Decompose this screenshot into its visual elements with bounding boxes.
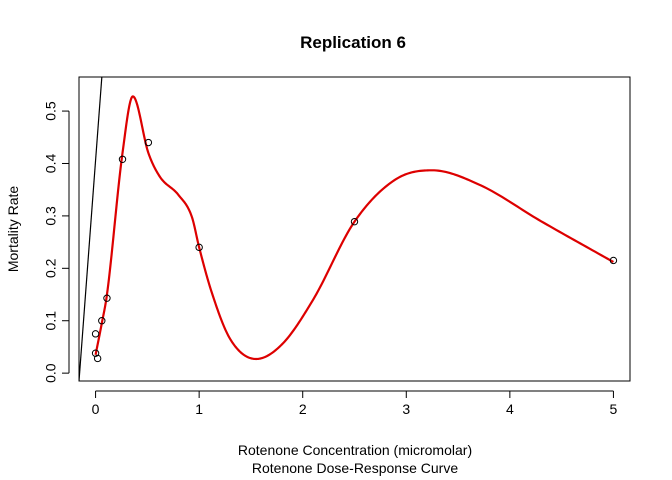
- x-tick-label: 0: [92, 401, 100, 417]
- y-tick-label: 0.5: [43, 101, 59, 121]
- chart-subtitle: Rotenone Dose-Response Curve: [252, 460, 458, 476]
- reference-line: [79, 77, 103, 381]
- data-point: [609, 256, 618, 265]
- plot-frame: [78, 76, 631, 382]
- data-point: [103, 294, 111, 302]
- y-tick-label: 0.0: [43, 363, 59, 383]
- chart-title: Replication 6: [300, 33, 406, 52]
- data-point: [350, 217, 359, 226]
- fitted-curve: [94, 95, 614, 361]
- x-tick-label: 4: [506, 401, 514, 417]
- data-point: [118, 155, 127, 163]
- x-tick-label: 1: [195, 401, 203, 417]
- x-tick-label: 5: [610, 401, 618, 417]
- data-point: [91, 330, 100, 338]
- y-tick-label: 0.3: [43, 206, 59, 226]
- x-tick-label: 3: [402, 401, 410, 417]
- y-tick-label: 0.1: [43, 311, 59, 331]
- y-axis-label: Mortality Rate: [5, 186, 21, 273]
- y-tick-label: 0.2: [43, 258, 59, 278]
- data-point: [98, 317, 106, 325]
- data-point: [93, 354, 102, 363]
- x-tick-label: 2: [299, 401, 307, 417]
- x-axis-label: Rotenone Concentration (micromolar): [238, 442, 472, 458]
- data-point: [144, 138, 153, 147]
- y-tick-label: 0.4: [43, 154, 59, 174]
- data-point: [195, 243, 203, 252]
